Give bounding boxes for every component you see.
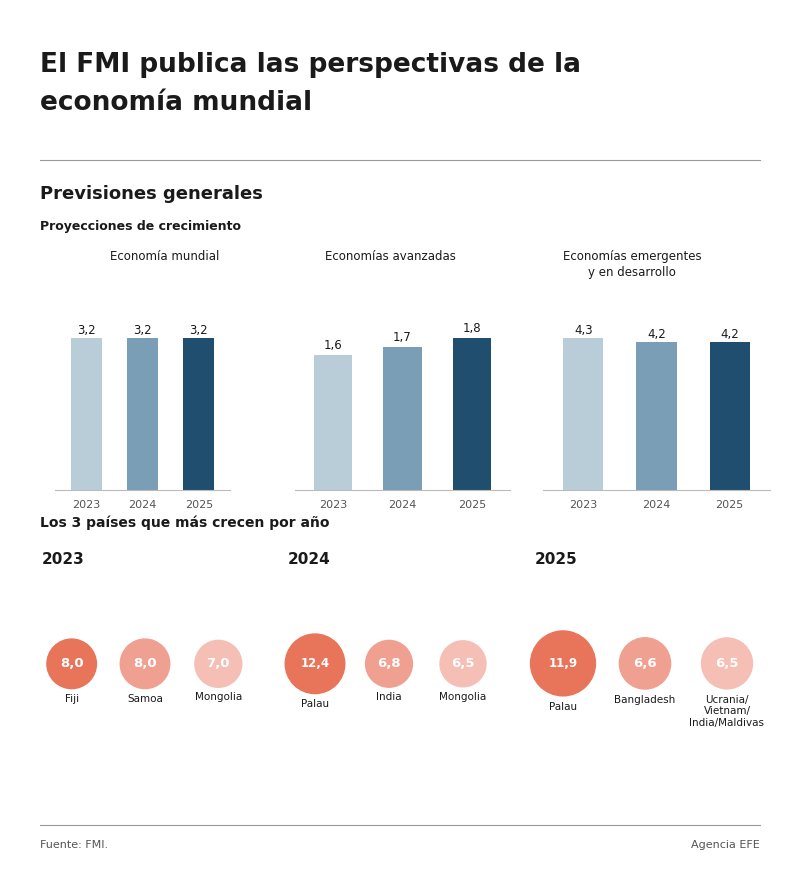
Text: 7,0: 7,0 (206, 657, 230, 670)
Circle shape (619, 638, 670, 689)
Text: Palau: Palau (549, 701, 577, 712)
Text: 6,6: 6,6 (633, 657, 657, 670)
Circle shape (366, 640, 413, 687)
Bar (636, 342, 677, 490)
Circle shape (530, 631, 595, 696)
Text: 3,2: 3,2 (190, 323, 208, 337)
Text: 1,6: 1,6 (324, 339, 342, 352)
Text: 6,5: 6,5 (715, 657, 738, 670)
Text: Mongolia: Mongolia (439, 692, 486, 702)
Circle shape (702, 638, 753, 689)
Text: 1,7: 1,7 (393, 330, 412, 344)
Text: Previsiones generales: Previsiones generales (40, 185, 263, 203)
Bar (183, 338, 214, 490)
Text: Ucrania/
Vietnam/
India/Maldivas: Ucrania/ Vietnam/ India/Maldivas (690, 694, 765, 728)
Text: 6,5: 6,5 (451, 657, 474, 670)
Bar (710, 342, 750, 490)
Text: Economías emergentes
y en desarrollo: Economías emergentes y en desarrollo (562, 250, 702, 279)
Text: Mongolia: Mongolia (194, 692, 242, 702)
Text: 3,2: 3,2 (133, 323, 152, 337)
Text: India: India (376, 692, 402, 702)
Bar (383, 347, 422, 490)
Text: 8,0: 8,0 (133, 657, 157, 670)
Text: 12,4: 12,4 (301, 657, 330, 670)
Text: 3,2: 3,2 (77, 323, 95, 337)
Text: Fuente: FMI.: Fuente: FMI. (40, 840, 108, 850)
Bar (563, 338, 603, 490)
Circle shape (286, 634, 345, 693)
Circle shape (440, 640, 486, 687)
Text: 4,3: 4,3 (574, 324, 593, 337)
Text: 2025: 2025 (535, 552, 578, 567)
Text: 4,2: 4,2 (647, 328, 666, 341)
Text: Palau: Palau (301, 699, 329, 708)
Circle shape (195, 640, 242, 687)
Text: Fiji: Fiji (65, 693, 78, 704)
Text: 2023: 2023 (42, 552, 85, 567)
Text: Economía mundial: Economía mundial (110, 250, 220, 263)
Text: Los 3 países que más crecen por año: Los 3 países que más crecen por año (40, 515, 330, 529)
Text: 6,8: 6,8 (377, 657, 401, 670)
Circle shape (47, 639, 97, 689)
Text: 2024: 2024 (288, 552, 330, 567)
Bar (314, 355, 352, 490)
Text: Bangladesh: Bangladesh (614, 695, 676, 705)
Text: El FMI publica las perspectivas de la: El FMI publica las perspectivas de la (40, 52, 581, 78)
Bar (127, 338, 158, 490)
Text: 11,9: 11,9 (549, 657, 578, 670)
Bar (453, 338, 491, 490)
Text: Economías avanzadas: Economías avanzadas (325, 250, 455, 263)
Text: Agencia EFE: Agencia EFE (691, 840, 760, 850)
Text: 8,0: 8,0 (60, 657, 83, 670)
Text: 1,8: 1,8 (462, 322, 481, 335)
Text: Samoa: Samoa (127, 693, 163, 704)
Text: Proyecciones de crecimiento: Proyecciones de crecimiento (40, 220, 241, 233)
Text: 4,2: 4,2 (720, 328, 739, 341)
Bar (70, 338, 102, 490)
Circle shape (120, 639, 170, 689)
Text: economía mundial: economía mundial (40, 90, 312, 116)
